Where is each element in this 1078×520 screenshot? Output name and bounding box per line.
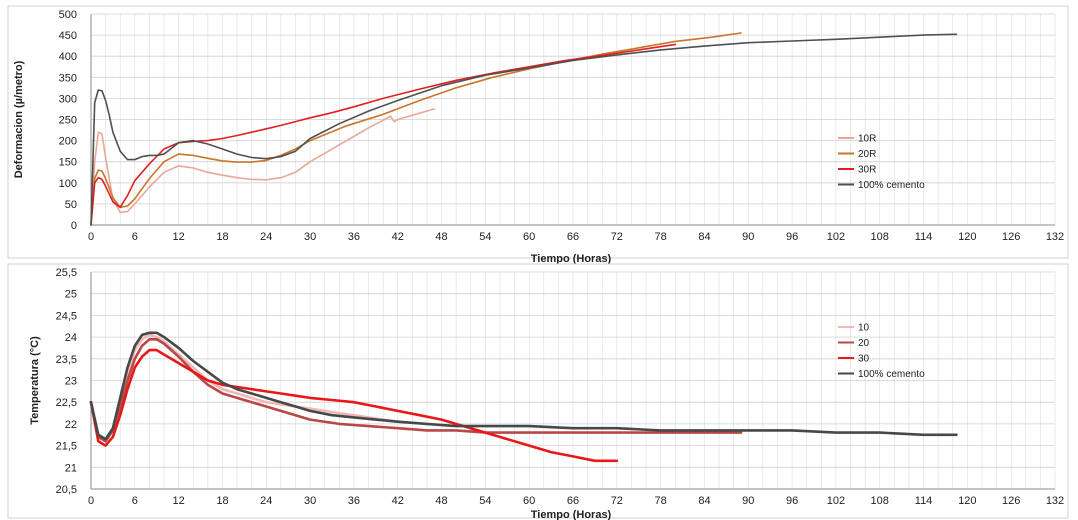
- chart-2: 0 6 12 18 24 30 36 42 48 54 60 66 72 78 84 90 96 102 108 11…: [7, 263, 1069, 520]
- x-tick-label: 90: [742, 231, 754, 243]
- y-tick-label: 250: [59, 115, 77, 127]
- y-tick-label: 22,5: [56, 397, 77, 409]
- x-tick-label: 18: [216, 231, 228, 243]
- y-tick-label: 22: [65, 419, 77, 431]
- y-tick-label: 24,5: [56, 310, 77, 322]
- x-tick-label: 120: [958, 495, 976, 507]
- y-tick-label: 150: [59, 157, 77, 169]
- x-tick-label: 72: [611, 231, 623, 243]
- x-tick-label: 6: [132, 495, 138, 507]
- series-line-4: [90, 33, 958, 226]
- series-line-2: [89, 338, 743, 443]
- y-tick-label: 50: [65, 199, 77, 211]
- legend-label: 10: [858, 323, 870, 334]
- x-tick-label: 90: [742, 495, 754, 507]
- x-tick-label: 132: [1046, 495, 1064, 507]
- series-line-1: [90, 108, 435, 226]
- x-tick-label: 6: [132, 231, 138, 243]
- chart-1: 0 6 12 18 24 30 36 42 48 54 60 66 72 78 84 90 96 102 108 11…: [7, 5, 1069, 265]
- legend-label: 100% cemento: [858, 369, 925, 380]
- y-tick-label: 100: [59, 178, 77, 190]
- x-tick-label: 60: [523, 495, 535, 507]
- x-tick-label: 102: [827, 231, 845, 243]
- x-axis-title: Tiempo (Horas): [531, 253, 612, 265]
- x-tick-label: 54: [479, 231, 491, 243]
- x-tick-label: 36: [348, 495, 360, 507]
- y-tick-label: 450: [59, 30, 77, 42]
- legend-label: 100% cemento: [858, 180, 925, 191]
- x-tick-label: 72: [611, 495, 623, 507]
- y-tick-label: 21,5: [56, 441, 77, 453]
- y-tick-label: 400: [59, 51, 77, 63]
- x-tick-label: 84: [698, 495, 710, 507]
- x-tick-label: 96: [786, 231, 798, 243]
- x-tick-label: 0: [88, 495, 94, 507]
- y-tick-label: 500: [59, 9, 77, 21]
- x-tick-label: 12: [173, 231, 185, 243]
- x-tick-label: 48: [435, 231, 447, 243]
- x-tick-label: 66: [567, 231, 579, 243]
- x-tick-label: 18: [216, 495, 228, 507]
- x-tick-label: 42: [392, 231, 404, 243]
- y-tick-label: 23,5: [56, 354, 77, 366]
- x-tick-label: 36: [348, 231, 360, 243]
- x-tick-label: 132: [1046, 231, 1064, 243]
- x-tick-label: 120: [958, 231, 976, 243]
- x-tick-label: 108: [871, 495, 889, 507]
- y-tick-label: 0: [71, 220, 77, 232]
- chart-frame: [7, 5, 1069, 259]
- legend-label: 30: [858, 354, 870, 365]
- x-tick-label: 42: [392, 495, 404, 507]
- y-axis-title: Deformacion (µ/metro): [13, 60, 25, 178]
- x-tick-label: 114: [915, 231, 933, 243]
- x-tick-label: 102: [827, 495, 845, 507]
- y-tick-label: 300: [59, 93, 77, 105]
- series-line-2: [90, 32, 742, 226]
- legend-label: 10R: [858, 134, 876, 145]
- y-axis-title: Temperatura (°C): [29, 336, 41, 425]
- y-tick-label: 23: [65, 376, 77, 388]
- legend-label: 30R: [858, 165, 876, 176]
- y-tick-label: 350: [59, 72, 77, 84]
- x-tick-label: 66: [567, 495, 579, 507]
- x-tick-label: 114: [915, 495, 933, 507]
- x-tick-label: 0: [88, 231, 94, 243]
- x-tick-label: 54: [479, 495, 491, 507]
- x-tick-label: 126: [1002, 231, 1020, 243]
- y-tick-label: 21: [65, 462, 77, 474]
- series-line-4: [89, 331, 958, 441]
- x-tick-label: 30: [304, 495, 316, 507]
- x-tick-label: 84: [698, 231, 710, 243]
- x-tick-label: 12: [173, 495, 185, 507]
- x-tick-label: 96: [786, 495, 798, 507]
- x-axis-title: Tiempo (Horas): [531, 509, 612, 520]
- series-line-3: [89, 348, 619, 463]
- legend-label: 20: [858, 338, 870, 349]
- x-tick-label: 24: [260, 495, 272, 507]
- x-tick-label: 24: [260, 231, 272, 243]
- y-tick-label: 24: [65, 332, 77, 344]
- x-tick-label: 78: [655, 495, 667, 507]
- y-tick-label: 20,5: [56, 484, 77, 496]
- x-tick-label: 126: [1002, 495, 1020, 507]
- x-tick-label: 108: [871, 231, 889, 243]
- x-tick-label: 30: [304, 231, 316, 243]
- x-tick-label: 48: [435, 495, 447, 507]
- x-tick-label: 60: [523, 231, 535, 243]
- chart-frame: [7, 263, 1069, 519]
- y-tick-label: 25: [65, 289, 77, 301]
- y-tick-label: 200: [59, 136, 77, 148]
- legend-label: 20R: [858, 149, 876, 160]
- y-tick-label: 25,5: [56, 267, 77, 279]
- x-tick-label: 78: [655, 231, 667, 243]
